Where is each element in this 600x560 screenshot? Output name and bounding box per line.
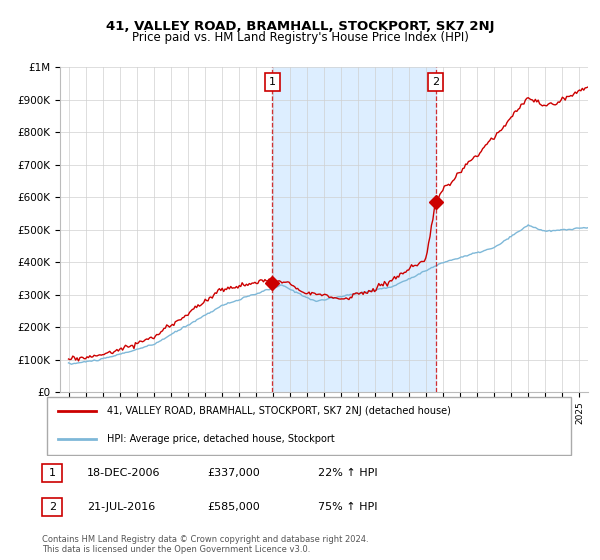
Text: Contains HM Land Registry data © Crown copyright and database right 2024.
This d: Contains HM Land Registry data © Crown c…: [42, 535, 368, 554]
Text: 41, VALLEY ROAD, BRAMHALL, STOCKPORT, SK7 2NJ: 41, VALLEY ROAD, BRAMHALL, STOCKPORT, SK…: [106, 20, 494, 32]
Text: 2: 2: [432, 77, 439, 87]
Text: £585,000: £585,000: [207, 502, 260, 512]
Text: 41, VALLEY ROAD, BRAMHALL, STOCKPORT, SK7 2NJ (detached house): 41, VALLEY ROAD, BRAMHALL, STOCKPORT, SK…: [107, 407, 451, 417]
Text: 1: 1: [269, 77, 276, 87]
Text: HPI: Average price, detached house, Stockport: HPI: Average price, detached house, Stoc…: [107, 434, 335, 444]
Text: £337,000: £337,000: [207, 468, 260, 478]
FancyBboxPatch shape: [47, 396, 571, 455]
Text: Price paid vs. HM Land Registry's House Price Index (HPI): Price paid vs. HM Land Registry's House …: [131, 31, 469, 44]
Bar: [272, 67, 436, 392]
Text: 2: 2: [49, 502, 56, 512]
Text: 18-DEC-2006: 18-DEC-2006: [87, 468, 161, 478]
Text: 21-JUL-2016: 21-JUL-2016: [87, 502, 155, 512]
Text: 75% ↑ HPI: 75% ↑ HPI: [318, 502, 377, 512]
Text: 22% ↑ HPI: 22% ↑ HPI: [318, 468, 377, 478]
Text: 1: 1: [49, 468, 56, 478]
